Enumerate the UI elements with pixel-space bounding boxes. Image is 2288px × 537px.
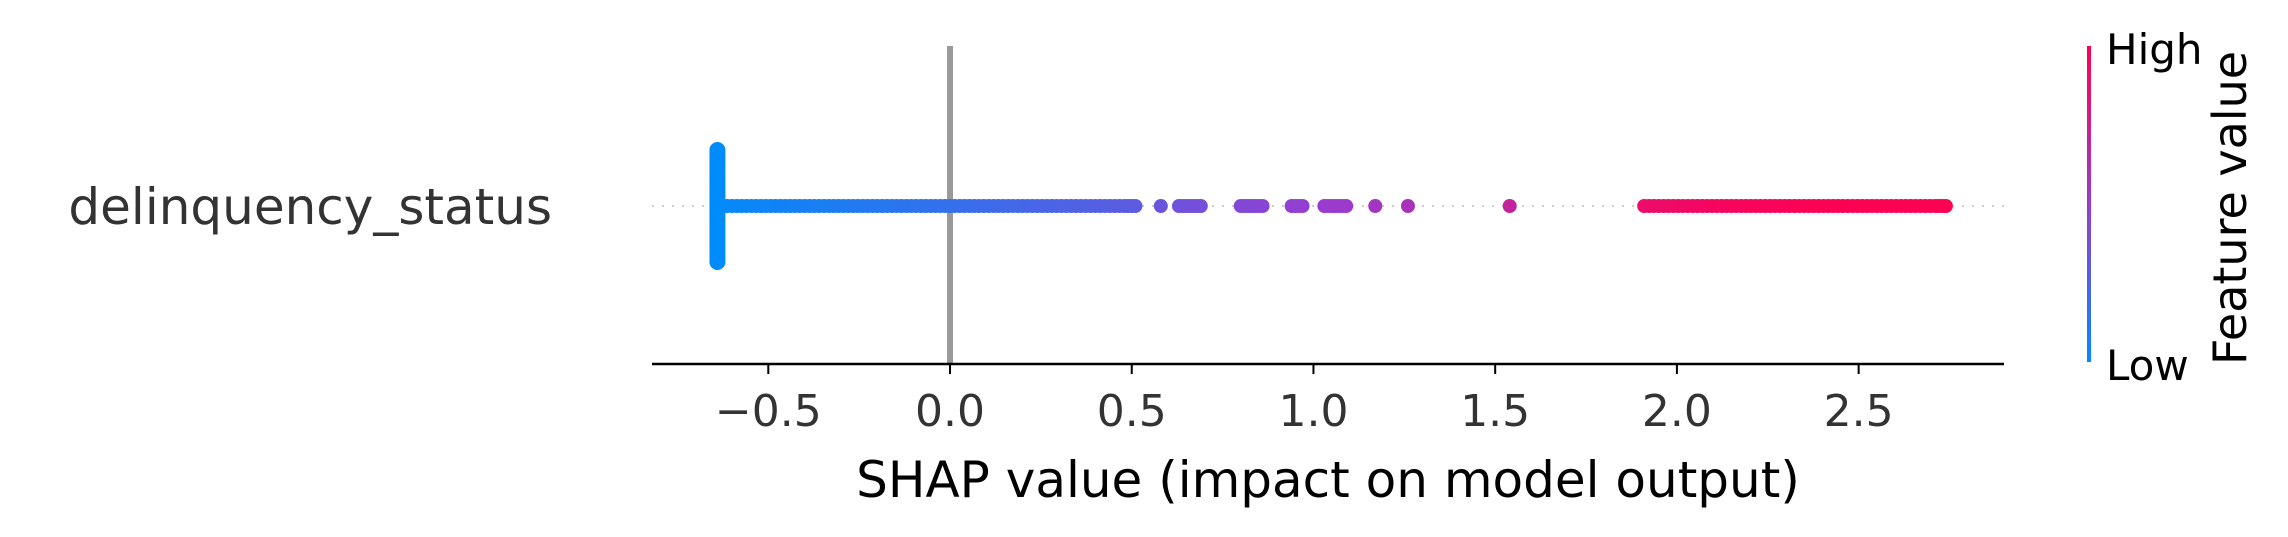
x-tick-label: 2.5 [1824, 386, 1894, 437]
shap-point [938, 199, 953, 213]
x-tick-label: −0.5 [715, 386, 822, 437]
shap-point [720, 199, 735, 213]
shap-point [1335, 199, 1350, 213]
points-group [709, 142, 1953, 270]
colorbar [2087, 46, 2091, 362]
shap-point [865, 199, 880, 213]
x-ticks-group: −0.5 0.0 0.5 1.0 1.5 2.0 2.5 [715, 364, 1894, 437]
shap-point [1864, 199, 1879, 213]
shap-point [894, 199, 909, 213]
shap-point [1777, 199, 1792, 213]
shap-point [1850, 199, 1865, 213]
shap-point [1368, 199, 1383, 213]
shap-point [1083, 199, 1098, 213]
shap-point [1069, 199, 1084, 213]
shap-point [749, 199, 764, 213]
shap-point [1734, 199, 1749, 213]
colorbar-high-label: High [2106, 25, 2203, 74]
shap-point [1908, 199, 1923, 213]
shap-point [1675, 199, 1690, 213]
shap-point [1098, 199, 1113, 213]
shap-point [1935, 199, 1950, 213]
shap-point [1291, 199, 1306, 213]
x-axis-title: SHAP value (impact on model output) [856, 451, 1800, 509]
shap-point [996, 199, 1011, 213]
shap-point [1190, 199, 1205, 213]
shap-point [952, 199, 967, 213]
shap-point [880, 199, 895, 213]
shap-point [1025, 199, 1040, 213]
shap-point [1153, 199, 1168, 213]
shap-point [836, 199, 851, 213]
shap-point [1661, 199, 1676, 213]
shap-point [909, 199, 924, 213]
shap-point [1039, 199, 1054, 213]
shap-point [821, 199, 836, 213]
shap-point [1502, 199, 1517, 213]
colorbar-title: Feature value [2203, 51, 2257, 365]
shap-point [1763, 199, 1778, 213]
shap-point [850, 199, 865, 213]
shap-point [1879, 199, 1894, 213]
x-tick-label: 0.5 [1097, 386, 1167, 437]
colorbar-low-label: Low [2106, 341, 2189, 390]
x-tick-label: 1.0 [1278, 386, 1348, 437]
shap-point [763, 199, 778, 213]
shap-point [1719, 199, 1734, 213]
shap-point [1806, 199, 1821, 213]
shap-point [1821, 199, 1836, 213]
x-tick-label: 1.5 [1460, 386, 1530, 437]
shap-point [1690, 199, 1705, 213]
shap-point [734, 199, 749, 213]
shap-point [1835, 199, 1850, 213]
shap-point [1124, 199, 1139, 213]
shap-point [1792, 199, 1807, 213]
shap-point [1251, 199, 1266, 213]
shap-point [709, 254, 726, 270]
shap-point [792, 199, 807, 213]
shap-point [1646, 199, 1661, 213]
shap-point [1010, 199, 1025, 213]
shap-point [778, 199, 793, 213]
feature-label: delinquency_status [68, 178, 552, 236]
shap-point [807, 199, 822, 213]
shap-point [923, 199, 938, 213]
shap-point [981, 199, 996, 213]
shap-point [1748, 199, 1763, 213]
shap-point [1054, 199, 1069, 213]
x-tick-label: 0.0 [915, 386, 985, 437]
shap-point [1705, 199, 1720, 213]
shap-point [1400, 199, 1415, 213]
x-tick-label: 2.0 [1642, 386, 1712, 437]
shap-point [1894, 199, 1909, 213]
shap-point [967, 199, 982, 213]
